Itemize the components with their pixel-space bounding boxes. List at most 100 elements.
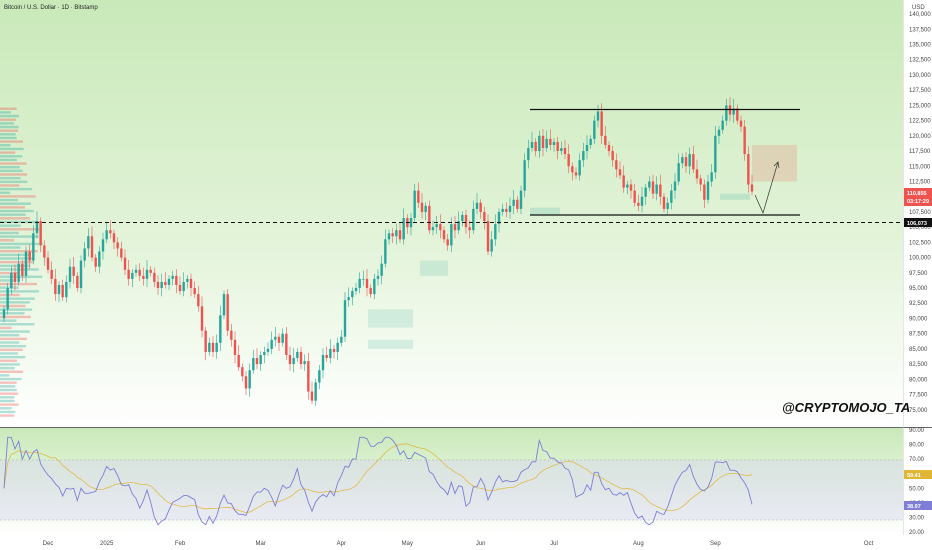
candle-body — [501, 208, 504, 212]
candle-body — [717, 129, 721, 136]
candle-body — [340, 336, 343, 343]
candle-body — [167, 278, 171, 285]
level-price-badge — [904, 218, 932, 227]
volume-profile-bar — [0, 253, 31, 257]
candle-body — [541, 135, 545, 149]
volume-profile-bar — [0, 242, 43, 246]
candle-body — [57, 284, 61, 295]
volume-profile-bar — [0, 202, 31, 205]
candle-body — [142, 275, 145, 279]
candle-body — [43, 245, 46, 258]
candle-body — [534, 141, 537, 152]
candle-body — [648, 181, 651, 188]
candle-body — [618, 169, 622, 176]
candle-body — [589, 138, 592, 145]
candle-body — [149, 269, 152, 273]
candle-body — [72, 266, 75, 276]
candle-body — [13, 272, 17, 282]
candle-body — [582, 151, 585, 161]
candle-body — [175, 275, 178, 285]
candle-body — [288, 354, 292, 365]
candle-body — [310, 391, 314, 401]
volume-profile-bar — [0, 250, 38, 253]
candle-body — [549, 138, 552, 145]
time-axis[interactable]: Dec2025FebMarAprMayJunJulAugSepOctNovDec — [43, 541, 932, 547]
candle-body — [611, 151, 614, 161]
projection-arrow[interactable] — [754, 161, 780, 215]
volume-profile-bar — [0, 239, 15, 242]
volume-profile-bar — [0, 403, 19, 406]
volume-profile-bar — [0, 414, 14, 417]
volume-profile-bar — [0, 341, 20, 344]
candle-body — [153, 272, 156, 282]
price-axis[interactable]: 140,000 137,500 135,000 132,500 130,000 127,5… — [909, 12, 931, 414]
candle-body — [112, 233, 116, 243]
volume-profile-bar — [0, 198, 18, 202]
volume-profile-bar — [0, 224, 21, 227]
volume-profile-bar — [0, 133, 16, 136]
candle-body — [626, 184, 629, 188]
candle-body — [105, 230, 108, 240]
candle-body — [736, 108, 739, 121]
price-tick-label: 82,500 — [909, 362, 928, 368]
candle-body — [266, 348, 270, 352]
candle-body — [76, 275, 79, 289]
candle-body — [347, 297, 350, 301]
candle-body — [483, 211, 486, 222]
volume-profile-bar — [0, 304, 26, 308]
candle-body — [677, 163, 680, 182]
candle-body — [270, 339, 273, 349]
candle-body — [351, 291, 354, 298]
candle-body — [373, 278, 376, 295]
candle-body — [398, 230, 402, 240]
volume-profile-bar — [0, 136, 17, 140]
candle-body — [123, 257, 127, 270]
candle-body — [178, 284, 182, 292]
candle-body — [721, 120, 724, 130]
candle-body — [211, 342, 215, 352]
candle-body — [703, 184, 706, 200]
candlestick-series — [2, 97, 754, 406]
volume-profile-bar — [0, 323, 35, 326]
price-tick-label: 112,500 — [909, 179, 931, 185]
rsi-tick-label: 50.00 — [909, 486, 925, 492]
rsi-tick-label: 80.00 — [909, 443, 925, 449]
volume-profile-bar — [0, 144, 11, 147]
candle-body — [376, 275, 380, 279]
rsi-value-badge — [904, 501, 932, 510]
candle-body — [472, 208, 475, 231]
supply-demand-zones — [368, 144, 797, 349]
candle-body — [39, 221, 42, 246]
candle-body — [233, 339, 237, 355]
candle-body — [354, 288, 358, 292]
candle-body — [321, 354, 325, 371]
volume-profile-bar — [0, 271, 20, 275]
candle-body — [131, 272, 134, 279]
candle-body — [46, 257, 50, 270]
volume-profile-bar — [0, 355, 26, 359]
candle-body — [486, 221, 490, 252]
volume-profile-bar — [0, 122, 14, 125]
volume-profile-bar — [0, 213, 26, 216]
volume-profile-bar — [0, 111, 11, 114]
candle-body — [578, 160, 581, 176]
volume-profile-bar — [0, 257, 34, 260]
candle-body — [574, 172, 578, 176]
volume-profile-bar — [0, 366, 15, 370]
candle-body — [442, 230, 446, 240]
candle-body — [596, 111, 600, 121]
candle-body — [109, 230, 112, 234]
price-tick-label: 127,500 — [909, 88, 931, 94]
candle-body — [706, 181, 710, 200]
candle-body — [380, 263, 383, 276]
candle-body — [695, 169, 699, 179]
candle-body — [362, 278, 365, 280]
candle-body — [424, 205, 427, 212]
candle-body — [343, 300, 347, 337]
candle-body — [255, 358, 259, 365]
candle-body — [35, 221, 39, 234]
volume-profile-bar — [0, 374, 10, 377]
candle-body — [134, 269, 138, 273]
